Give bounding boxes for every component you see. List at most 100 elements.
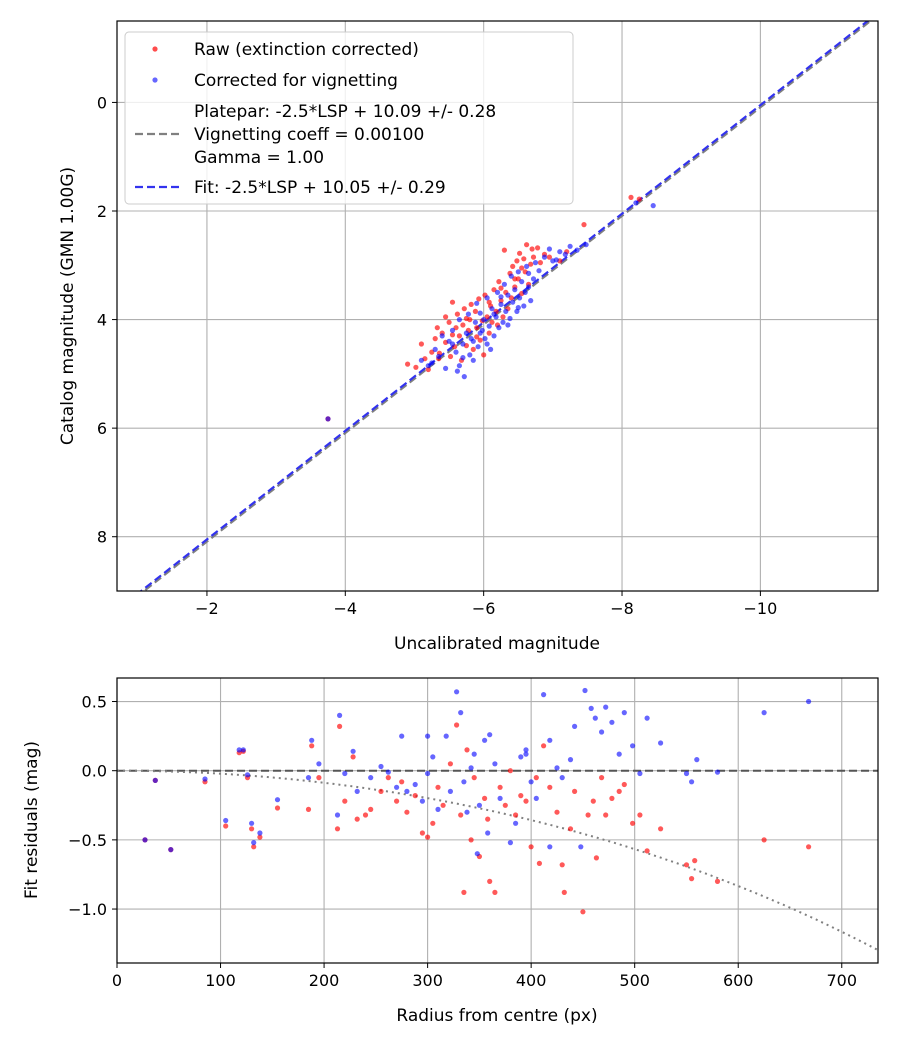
corrected-point <box>472 319 478 325</box>
corrected-point <box>443 733 449 739</box>
corrected-point <box>650 203 656 209</box>
corrected-point <box>714 769 721 775</box>
raw-point <box>354 816 360 822</box>
corrected-point <box>467 352 473 358</box>
raw-point <box>561 889 567 896</box>
corrected-point <box>515 305 521 311</box>
corrected-point <box>574 247 580 253</box>
raw-point <box>714 878 721 885</box>
bottom-plot-frame <box>116 677 879 964</box>
corrected-point <box>430 754 436 760</box>
legend-raw-marker <box>152 46 158 52</box>
bottom-reference-lines <box>117 769 878 951</box>
raw-point <box>249 826 255 832</box>
corrected-point <box>497 795 503 802</box>
corrected-point <box>567 757 574 763</box>
corrected-point <box>468 765 474 771</box>
legend-raw-label: Raw (extinction corrected) <box>194 40 419 60</box>
corrected-point <box>503 308 509 314</box>
raw-point <box>309 743 315 749</box>
raw-point <box>517 250 523 256</box>
raw-point <box>761 837 767 843</box>
raw-point <box>621 781 627 788</box>
raw-point <box>449 299 456 305</box>
corrected-point <box>425 770 431 777</box>
raw-point <box>528 844 534 850</box>
x-tick-label: 500 <box>619 971 650 990</box>
corrected-point <box>305 775 312 781</box>
raw-point <box>486 299 492 305</box>
raw-point <box>463 315 469 322</box>
raw-point <box>405 361 411 367</box>
raw-point <box>468 301 474 307</box>
raw-point <box>498 285 504 291</box>
corrected-point <box>488 346 494 352</box>
corrected-point <box>325 416 331 422</box>
x-tick-label: −6 <box>472 599 496 618</box>
top-points <box>325 194 656 422</box>
corrected-point <box>475 344 481 350</box>
raw-point <box>432 336 438 342</box>
corrected-point <box>419 798 425 804</box>
raw-point <box>435 784 441 790</box>
y-tick-label: 6 <box>97 419 107 438</box>
raw-point <box>394 798 400 804</box>
raw-point <box>419 830 425 836</box>
corrected-point <box>599 729 605 735</box>
corrected-point <box>559 775 565 781</box>
corrected-point <box>512 287 518 293</box>
corrected-point <box>486 323 492 329</box>
raw-point <box>683 862 690 868</box>
corrected-point <box>481 317 487 323</box>
corrected-point <box>477 310 483 316</box>
corrected-point <box>464 809 470 815</box>
corrected-point <box>533 795 539 802</box>
corrected-point <box>609 719 615 725</box>
raw-point <box>334 826 341 832</box>
raw-point <box>350 754 356 760</box>
raw-point <box>637 812 643 818</box>
raw-point <box>474 334 480 340</box>
corrected-point <box>521 303 527 309</box>
legend-corrected-label: Corrected for vignetting <box>194 71 398 91</box>
raw-point <box>580 909 586 915</box>
corrected-point <box>491 311 497 317</box>
raw-point <box>496 279 502 285</box>
y-tick-label: 0 <box>97 93 107 112</box>
corrected-point <box>412 781 418 788</box>
raw-point <box>609 795 615 802</box>
raw-point <box>530 254 537 260</box>
corrected-point <box>523 751 529 757</box>
raw-point <box>223 823 229 829</box>
corrected-point <box>546 246 553 252</box>
raw-point <box>491 287 497 293</box>
raw-point <box>274 805 281 811</box>
corrected-point <box>168 847 174 853</box>
raw-point <box>474 325 480 331</box>
raw-point <box>689 876 695 882</box>
raw-point <box>593 855 600 861</box>
raw-point <box>581 222 587 228</box>
raw-point <box>492 889 498 896</box>
corrected-point <box>603 704 609 710</box>
raw-point <box>476 296 482 302</box>
raw-point <box>449 332 456 338</box>
corrected-point <box>547 844 553 850</box>
raw-point <box>507 768 513 774</box>
corrected-point <box>316 761 322 767</box>
corrected-point <box>399 733 405 739</box>
raw-point <box>447 761 453 767</box>
corrected-point <box>474 300 480 306</box>
legend-corrected-marker <box>152 77 158 83</box>
x-tick-label: 300 <box>412 971 443 990</box>
corrected-point <box>447 788 453 795</box>
raw-point <box>658 826 664 832</box>
corrected-point <box>621 710 627 716</box>
raw-point <box>425 366 431 373</box>
corrected-point <box>513 820 519 826</box>
corrected-point <box>461 779 467 785</box>
y-tick-label: 8 <box>97 528 107 547</box>
corrected-point <box>484 341 490 347</box>
raw-point <box>418 341 424 347</box>
corrected-point <box>460 341 466 347</box>
